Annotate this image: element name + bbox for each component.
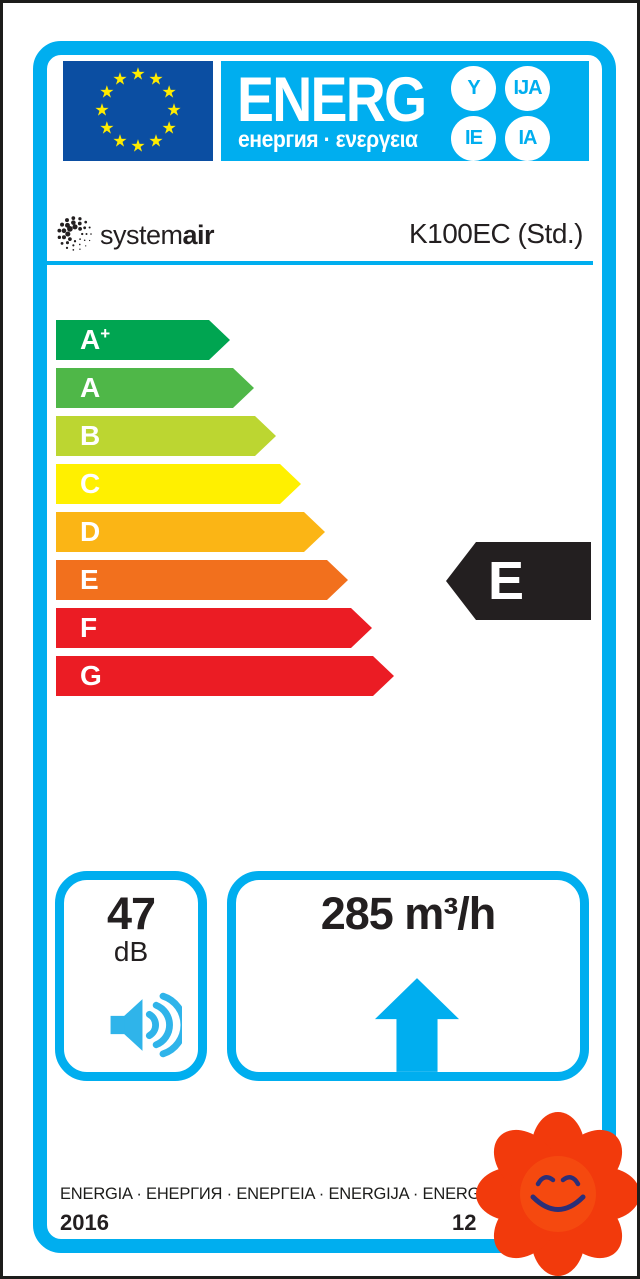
brand-name-bold: air <box>182 220 215 250</box>
airflow-box: 285 m³/h <box>227 871 589 1081</box>
speaker-icon <box>110 992 182 1058</box>
eu-star: ★ <box>148 69 164 90</box>
rating-bar-b: B <box>56 416 276 456</box>
rating-letter: E <box>80 564 99 595</box>
energ-banner: ENERG енергия · ενεργεια Y IJA IE IA <box>221 61 589 161</box>
airflow-value: 285 m³/h <box>320 888 497 939</box>
noise-box: 47 dB <box>55 871 207 1081</box>
rating-bar-f: F <box>56 608 372 648</box>
eu-star: ★ <box>99 82 115 103</box>
label-year: 2016 <box>60 1210 109 1235</box>
noise-unit: dB <box>113 936 149 968</box>
rating-bar-d: D <box>56 512 325 552</box>
eu-flag: ★ ★ ★ ★ ★ ★ ★ ★ ★ ★ ★ ★ <box>63 61 213 161</box>
selected-rating-arrow: E <box>446 542 591 620</box>
header-divider <box>47 261 593 265</box>
brand-name: systemair <box>100 220 215 251</box>
eu-star: ★ <box>112 69 128 90</box>
brand-name-regular: system <box>100 220 183 250</box>
languages-line: ENERGIA · ЕНЕРГИЯ · ΕΝΕΡΓΕΙΑ · ENERGIJA … <box>60 1185 578 1203</box>
eu-star: ★ <box>112 131 128 152</box>
energ-subtitle: енергия · ενεργεια <box>238 126 418 152</box>
rating-bar-a: A <box>56 368 254 408</box>
airflow-up-arrow-icon <box>374 978 460 1072</box>
rating-bar-a-plus: A+ <box>56 320 230 360</box>
rating-bar-g: G <box>56 656 394 696</box>
rating-letter: C <box>80 468 101 499</box>
eu-star: ★ <box>94 100 110 121</box>
regulation-number-partial: 12 <box>452 1210 477 1235</box>
energ-badge-ia: IA <box>505 116 550 161</box>
smiley-flower-sticker-icon <box>476 1112 637 1276</box>
eu-star: ★ <box>161 82 177 103</box>
rating-letter: A <box>80 372 101 403</box>
eu-star: ★ <box>161 118 177 139</box>
energ-title: ENERG <box>237 65 427 135</box>
energ-badge-ija: IJA <box>505 66 550 111</box>
eu-star: ★ <box>130 64 146 85</box>
label-blue-frame <box>33 41 616 1253</box>
model-name: K100EC (Std.) <box>408 218 584 249</box>
rating-letter: F <box>80 612 98 643</box>
energ-badge-ie: IE <box>451 116 496 161</box>
eu-star: ★ <box>166 100 182 121</box>
rating-bar-e: E <box>56 560 348 600</box>
rating-letter: G <box>80 660 102 691</box>
rating-letter: A+ <box>80 324 111 355</box>
energ-badge-y: Y <box>451 66 496 111</box>
noise-value: 47 <box>106 888 156 939</box>
eu-star: ★ <box>148 131 164 152</box>
rating-letter: D <box>80 516 101 547</box>
rating-bar-c: C <box>56 464 301 504</box>
eu-star: ★ <box>99 118 115 139</box>
eu-star: ★ <box>130 136 146 157</box>
rating-letter: B <box>80 420 101 451</box>
systemair-logo-icon <box>57 216 92 251</box>
selected-rating-letter: E <box>488 551 525 611</box>
